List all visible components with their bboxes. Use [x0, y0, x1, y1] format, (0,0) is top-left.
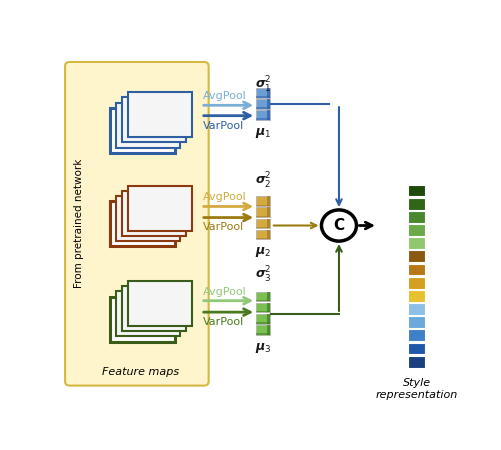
Bar [116, 103, 180, 148]
Bar [122, 286, 186, 331]
Text: $\boldsymbol{\sigma}_3^2$: $\boldsymbol{\sigma}_3^2$ [254, 265, 271, 285]
Bar [407, 224, 424, 236]
Text: AvgPool: AvgPool [202, 192, 246, 202]
Bar [267, 99, 270, 109]
Bar [407, 342, 424, 355]
Text: $\boldsymbol{\mu}_3$: $\boldsymbol{\mu}_3$ [255, 341, 271, 355]
Text: $\boldsymbol{\sigma}_1^2$: $\boldsymbol{\sigma}_1^2$ [255, 75, 271, 95]
Bar [407, 303, 424, 315]
Bar [256, 314, 270, 324]
Text: AvgPool: AvgPool [202, 91, 246, 101]
Bar [267, 110, 270, 120]
Text: VarPool: VarPool [202, 121, 243, 130]
Text: $\boldsymbol{\mu}_2$: $\boldsymbol{\mu}_2$ [255, 245, 271, 259]
Bar [256, 219, 270, 228]
Bar [407, 329, 424, 341]
Bar [256, 333, 270, 335]
Bar [256, 118, 270, 120]
Bar [407, 237, 424, 249]
Bar [267, 196, 270, 206]
Bar [407, 211, 424, 223]
Text: Style
representation: Style representation [375, 378, 457, 400]
Bar [407, 290, 424, 302]
Bar [256, 325, 270, 335]
FancyBboxPatch shape [65, 62, 208, 386]
Bar [256, 311, 270, 312]
Text: $\boldsymbol{\sigma}_2^2$: $\boldsymbol{\sigma}_2^2$ [255, 171, 271, 190]
Bar [110, 201, 174, 246]
Bar [256, 292, 270, 302]
Text: VarPool: VarPool [202, 222, 243, 232]
Bar [407, 264, 424, 275]
Bar [128, 281, 192, 326]
Bar [407, 277, 424, 288]
Bar [122, 97, 186, 142]
Text: VarPool: VarPool [202, 317, 243, 327]
Bar [116, 291, 180, 337]
Bar [407, 251, 424, 262]
Text: C: C [333, 218, 344, 233]
Bar [267, 230, 270, 239]
Bar [116, 196, 180, 241]
Bar [256, 99, 270, 109]
Bar [128, 92, 192, 137]
Bar [110, 297, 174, 342]
Bar [256, 227, 270, 228]
Bar [267, 303, 270, 312]
Bar [407, 184, 424, 196]
Bar [267, 219, 270, 228]
Bar [407, 356, 424, 368]
Bar [256, 96, 270, 98]
Text: From pretrained network: From pretrained network [74, 159, 84, 288]
Bar [256, 88, 270, 98]
Bar [267, 207, 270, 217]
Bar [256, 110, 270, 120]
Bar [256, 238, 270, 239]
Bar [256, 322, 270, 324]
Bar [407, 198, 424, 210]
Text: Feature maps: Feature maps [102, 367, 179, 377]
Circle shape [321, 210, 356, 241]
Bar [110, 108, 174, 153]
Text: AvgPool: AvgPool [202, 287, 246, 297]
Bar [267, 292, 270, 302]
Bar [256, 230, 270, 239]
Text: $\boldsymbol{\mu}_1$: $\boldsymbol{\mu}_1$ [255, 126, 271, 140]
Bar [256, 196, 270, 206]
Bar [267, 325, 270, 335]
Bar [267, 314, 270, 324]
Bar [407, 316, 424, 328]
Bar [256, 216, 270, 217]
Bar [122, 191, 186, 236]
Bar [267, 88, 270, 98]
Bar [256, 108, 270, 109]
Bar [256, 205, 270, 206]
Bar [256, 300, 270, 302]
Bar [256, 303, 270, 312]
Bar [256, 207, 270, 217]
Bar [128, 186, 192, 231]
